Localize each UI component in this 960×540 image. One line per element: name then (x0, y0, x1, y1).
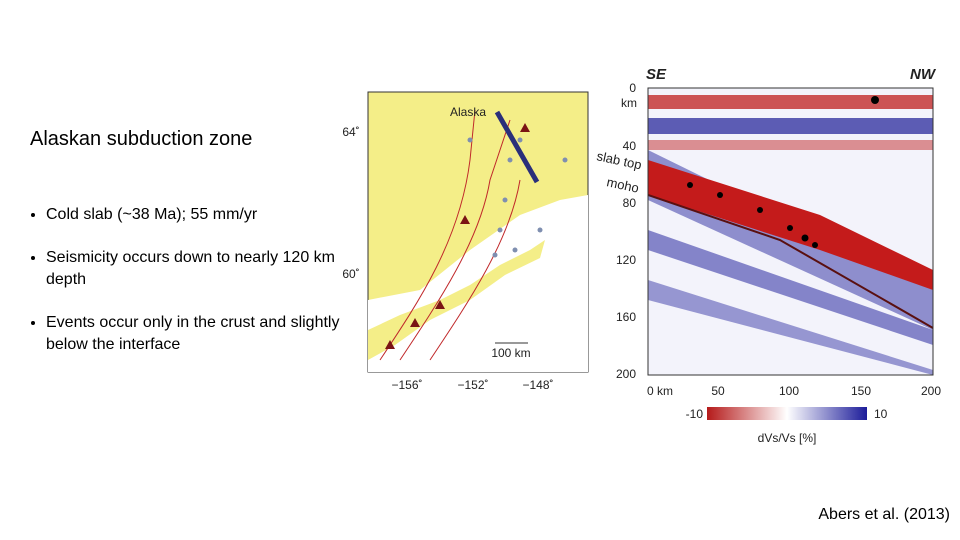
depth-label: 40 (623, 139, 637, 153)
slide-title: Alaskan subduction zone (30, 128, 253, 150)
distance-label: 50 (711, 384, 725, 398)
distance-label: 100 (779, 384, 799, 398)
depth-label: 160 (616, 310, 636, 324)
colorbar-max: 10 (874, 407, 888, 421)
profile-line (494, 110, 540, 184)
depth-label: 200 (616, 367, 636, 381)
moho-label: moho (605, 174, 640, 195)
distance-label: 0 km (647, 384, 673, 398)
direction-label: NW (910, 66, 937, 83)
lat-label: 64˚ (342, 125, 359, 139)
scale-label: 100 km (491, 346, 530, 360)
lon-label: −148˚ (522, 378, 553, 392)
lon-label: −152˚ (457, 378, 488, 392)
bullet: Events occur only in the crust and sligh… (46, 312, 346, 356)
peninsula (368, 240, 545, 360)
contour (429, 179, 521, 361)
colorbar-min: -10 (686, 407, 704, 421)
depth-label: 0 (629, 81, 636, 95)
colorbar-label: dVs/Vs [%] (758, 431, 817, 445)
citation: Abers et al. (2013) (818, 506, 950, 523)
section-border (647, 87, 934, 376)
contour (399, 119, 511, 361)
depth-label: 80 (623, 196, 637, 210)
lat-label: 60˚ (342, 267, 359, 281)
direction-label: SE (646, 66, 667, 83)
distance-label: 200 (921, 384, 941, 398)
map: Alaska 64˚ 60˚ −156˚ −152˚ −148˚ 100 km (342, 91, 589, 392)
bullet: Seismicity occurs down to nearly 120 km … (46, 247, 346, 291)
seismicity (467, 137, 568, 258)
colorbar (707, 407, 867, 420)
cross-section: SE NW 0 km 40 80 120 160 200 slab top mo… (595, 66, 941, 445)
lon-label: −156˚ (391, 378, 422, 392)
bullet: Cold slab (~38 Ma); 55 mm/yr (46, 204, 346, 226)
distance-label: 150 (851, 384, 871, 398)
depth-unit: km (621, 96, 637, 110)
depth-label: 120 (616, 253, 636, 267)
bullet-list: Cold slab (~38 Ma); 55 mm/yr Seismicity … (28, 204, 346, 377)
map-label: Alaska (450, 105, 486, 119)
velocity-image (648, 95, 933, 375)
contour (379, 109, 476, 361)
